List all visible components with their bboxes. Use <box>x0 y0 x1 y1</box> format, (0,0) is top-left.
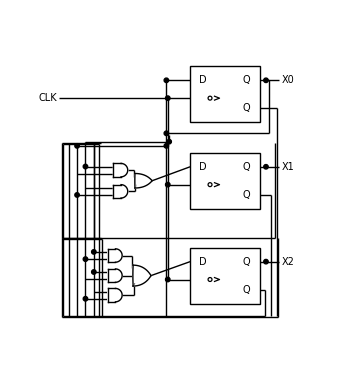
Circle shape <box>208 277 212 282</box>
Text: Q: Q <box>242 285 250 294</box>
Circle shape <box>167 139 171 144</box>
Text: Q: Q <box>242 256 250 267</box>
Text: Q: Q <box>242 190 250 200</box>
Bar <box>190 248 260 304</box>
Circle shape <box>264 78 268 82</box>
Text: D: D <box>199 256 206 267</box>
Circle shape <box>91 270 96 274</box>
Circle shape <box>208 96 212 100</box>
Circle shape <box>75 193 79 197</box>
Bar <box>190 66 260 122</box>
Bar <box>190 153 260 209</box>
Circle shape <box>164 78 168 82</box>
Polygon shape <box>113 163 128 177</box>
Circle shape <box>83 164 88 169</box>
Circle shape <box>83 296 88 301</box>
Circle shape <box>166 182 170 187</box>
Circle shape <box>75 144 79 148</box>
Circle shape <box>166 96 170 100</box>
Polygon shape <box>113 185 128 198</box>
Text: X1: X1 <box>281 162 294 172</box>
Polygon shape <box>135 174 152 188</box>
Text: D: D <box>199 75 206 85</box>
Text: D: D <box>199 162 206 172</box>
Polygon shape <box>108 249 122 262</box>
Circle shape <box>264 165 268 169</box>
Polygon shape <box>133 265 151 286</box>
Circle shape <box>91 250 96 254</box>
Polygon shape <box>108 269 122 282</box>
Text: Q: Q <box>242 103 250 113</box>
Circle shape <box>264 260 268 264</box>
Circle shape <box>166 277 170 282</box>
Text: Q: Q <box>242 75 250 85</box>
Text: X2: X2 <box>281 256 294 267</box>
Text: CLK: CLK <box>39 93 58 103</box>
Circle shape <box>83 257 88 261</box>
Polygon shape <box>108 288 122 302</box>
Text: Q: Q <box>242 162 250 172</box>
Text: X0: X0 <box>281 75 294 85</box>
Circle shape <box>164 131 168 136</box>
Circle shape <box>164 144 168 148</box>
Circle shape <box>208 183 212 187</box>
